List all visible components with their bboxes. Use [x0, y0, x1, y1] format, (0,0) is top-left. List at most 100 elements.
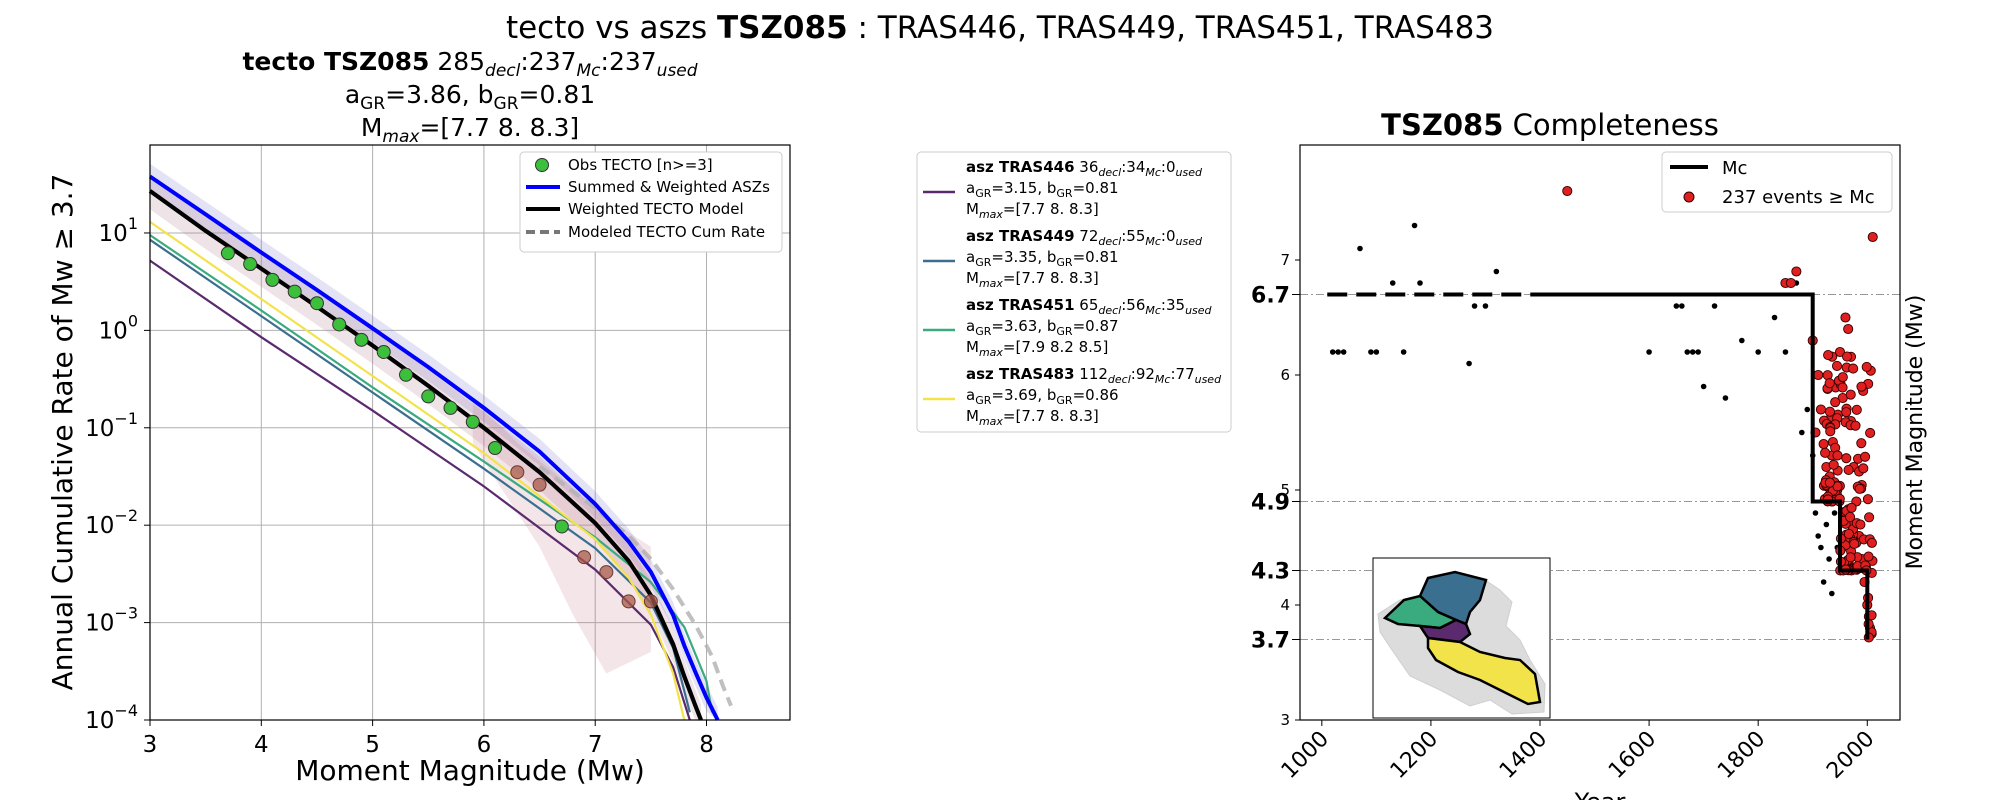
legend-summed-label: Summed & Weighted ASZs	[568, 178, 770, 196]
asz-legend-mmax-TRAS483: Mmax=[7.7 8. 8.3]	[966, 407, 1099, 428]
completeness-event-point	[1861, 361, 1872, 372]
mfd-line-TRAS483	[149, 220, 686, 721]
completeness-x-tick-label: 1600	[1604, 727, 1661, 784]
completeness-event-point	[1824, 378, 1835, 389]
completeness-event-point	[1849, 538, 1860, 549]
completeness-event-point	[1867, 231, 1878, 243]
completeness-event-point	[1845, 552, 1856, 563]
mfd-y-ticks: 101 100 10−1 10−2 10−3 10−4	[85, 214, 150, 734]
mfd-obs-point	[443, 400, 458, 415]
asz-legend-header-TRAS449: asz TRAS449 72decl:55Mc:0used	[966, 227, 1203, 248]
mfd-summed-band	[150, 163, 718, 721]
mfd-line-TRAS451	[149, 234, 714, 713]
completeness-below-mc-point	[1804, 406, 1811, 413]
mfd-line-weighted	[148, 189, 703, 721]
completeness-y-ticks: 3 4 5 6 7 3.7 4.3 4.9 6.7	[1251, 251, 1300, 729]
completeness-y-minor-label: 5	[1280, 481, 1290, 499]
completeness-event-point	[1840, 312, 1851, 323]
completeness-mc-line	[1327, 292, 1870, 640]
asz-legend-gr-TRAS449: aGR=3.35, bGR=0.81	[966, 248, 1119, 269]
legend-mc-label: Mc	[1722, 158, 1747, 179]
completeness-event-point	[1562, 185, 1573, 197]
completeness-chart: TSZ085 Completeness 1000 1200 1400 1600 1800…	[1251, 108, 1928, 800]
completeness-event-point	[1828, 459, 1839, 470]
completeness-below-mc-point	[1826, 556, 1832, 562]
asz-legend-mmax-TRAS451: Mmax=[7.9 8.2 8.5]	[966, 338, 1108, 359]
completeness-event-point	[1818, 438, 1829, 450]
completeness-event-point	[1837, 372, 1848, 383]
mfd-x-tick-label: 5	[365, 732, 380, 758]
completeness-below-mc-point	[1340, 349, 1347, 355]
mfd-y-tick-label: 101	[99, 214, 138, 247]
completeness-event-point	[1842, 351, 1853, 362]
completeness-event-point	[1845, 389, 1856, 400]
mfd-y-tick-label: 10−1	[85, 409, 138, 442]
completeness-plot-frame	[1299, 144, 1901, 721]
legend-modeled-label: Modeled TECTO Cum Rate	[568, 223, 765, 241]
completeness-y-minor-label: 6	[1280, 366, 1290, 384]
mfd-y-tick-label: 10−2	[85, 506, 138, 539]
completeness-event-point	[1854, 483, 1865, 494]
inset-zone-TRAS483	[1426, 636, 1542, 706]
mfd-obs-point	[265, 272, 280, 287]
asz-legend-gr-TRAS446: aGR=3.15, bGR=0.81	[966, 179, 1119, 200]
completeness-x-tick-label: 1800	[1713, 727, 1770, 784]
completeness-below-mc-point	[1771, 314, 1778, 321]
mfd-title-line3: Mmax=[7.7 8. 8.3]	[361, 113, 579, 147]
completeness-below-mc-point	[1684, 349, 1691, 355]
completeness-event-point	[1791, 266, 1802, 277]
completeness-title: TSZ085 Completeness	[1381, 108, 1719, 142]
legend-events-label: 237 events ≥ Mc	[1722, 187, 1875, 208]
completeness-below-mc-point	[1400, 349, 1407, 355]
completeness-event-point	[1832, 450, 1843, 461]
mfd-x-tick-label: 6	[477, 732, 492, 758]
completeness-below-mc-point	[1722, 395, 1729, 401]
mfd-title-line1: tecto TSZ085 285decl:237Mc:237used	[242, 47, 697, 81]
mfd-x-tick-label: 8	[699, 732, 714, 758]
completeness-event-point	[1834, 346, 1846, 358]
completeness-event-point	[1813, 369, 1824, 381]
completeness-event-point	[1850, 420, 1861, 431]
completeness-below-mc-point	[1646, 349, 1652, 355]
completeness-mc-solid	[1540, 292, 1870, 640]
mfd-y-tick-label: 10−3	[85, 604, 138, 637]
completeness-below-mc-point	[1466, 360, 1472, 367]
legend-obs-marker	[535, 158, 549, 172]
completeness-x-ticks: 1000 1200 1400 1600 1800 2000	[1277, 720, 1880, 784]
completeness-below-mc-point	[1493, 268, 1500, 275]
completeness-event-point	[1843, 323, 1854, 335]
mfd-x-tick-label: 4	[254, 732, 269, 758]
completeness-event-point	[1823, 350, 1834, 361]
mfd-obs-point-low-count	[577, 550, 592, 565]
mfd-obs-point	[332, 317, 347, 332]
asz-legend-gr-TRAS451: aGR=3.63, bGR=0.87	[966, 317, 1119, 338]
mfd-y-tick-label: 100	[99, 311, 138, 344]
completeness-event-point	[1815, 404, 1826, 415]
completeness-event-point	[1831, 360, 1843, 372]
mfd-obs-point-low-count	[532, 477, 547, 492]
mfd-observed-points	[220, 246, 658, 609]
completeness-below-mc-point	[1411, 222, 1418, 229]
completeness-event-point	[1863, 551, 1874, 562]
completeness-y-major-label: 4.3	[1251, 560, 1290, 585]
completeness-y-minor-label: 3	[1280, 711, 1290, 729]
completeness-event-point	[1820, 447, 1831, 458]
completeness-below-mc-points	[1329, 222, 1841, 597]
completeness-event-point	[1860, 451, 1871, 462]
completeness-event-point	[1866, 537, 1877, 548]
completeness-y-axis-label: Moment Magnitude (Mw)	[1903, 295, 1928, 570]
completeness-below-mc-point	[1368, 349, 1374, 355]
completeness-event-point	[1846, 502, 1857, 513]
completeness-event-point	[1825, 426, 1836, 437]
mfd-obs-point	[220, 246, 235, 261]
completeness-event-point	[1841, 407, 1852, 418]
completeness-below-mc-point	[1695, 349, 1701, 355]
completeness-below-mc-point	[1829, 590, 1835, 597]
completeness-event-point	[1851, 404, 1862, 415]
completeness-below-mc-point	[1782, 349, 1789, 355]
mfd-chart: tecto TSZ085 285decl:237Mc:237used aGR=3…	[46, 47, 791, 787]
mfd-line-summed	[148, 174, 720, 721]
completeness-event-point	[1843, 528, 1854, 539]
completeness-x-axis-label: Year	[1574, 788, 1626, 800]
mfd-plot-frame	[149, 144, 791, 721]
